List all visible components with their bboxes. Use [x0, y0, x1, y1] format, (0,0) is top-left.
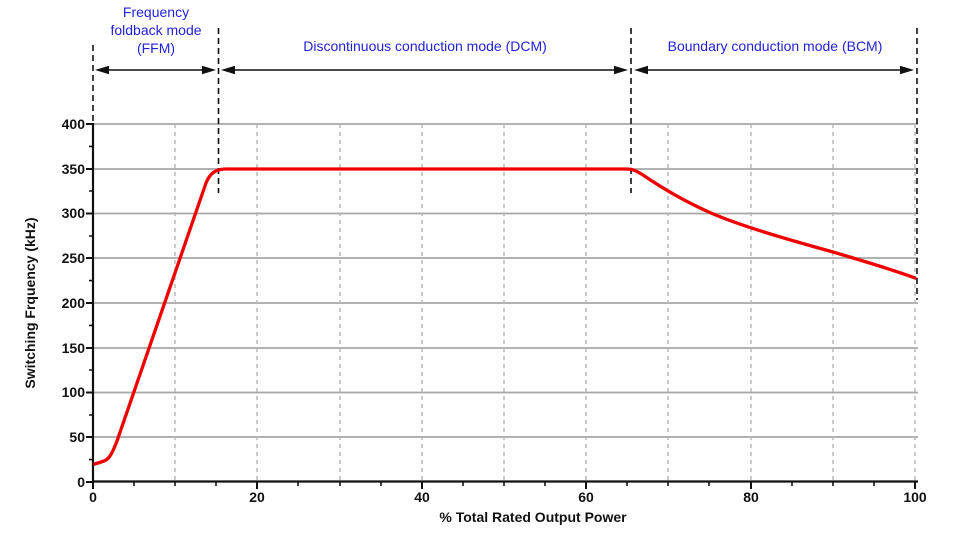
x-minor-ticks: [133, 482, 875, 486]
dcm-region-arrow: [221, 65, 628, 75]
y-major-ticks: [86, 123, 93, 483]
x-tick-80: 80: [743, 489, 759, 505]
x-axis-title: % Total Rated Output Power: [439, 509, 627, 525]
x-major-ticks: [92, 482, 916, 489]
x-tick-0: 0: [89, 489, 97, 505]
ffm-region-label-line2: foldback mode: [110, 22, 202, 38]
bcm-region-arrow: [634, 65, 914, 75]
y-axis-title: Switching Frquency (kHz): [22, 217, 38, 389]
y-tick-300: 300: [61, 205, 85, 221]
ffm-region-label-line1: Frequency: [122, 4, 190, 20]
y-minor-ticks: [89, 145, 93, 461]
x-tick-20: 20: [249, 489, 265, 505]
y-tick-250: 250: [61, 250, 85, 266]
y-tick-50: 50: [69, 429, 85, 445]
switching-frequency-curve: [93, 167, 917, 466]
x-tick-100: 100: [903, 489, 927, 505]
x-tick-60: 60: [578, 489, 594, 505]
y-tick-100: 100: [61, 384, 85, 400]
y-tick-400: 400: [61, 116, 85, 132]
y-tick-150: 150: [61, 340, 85, 356]
y-tick-200: 200: [61, 295, 85, 311]
bcm-region-label: Boundary conduction mode (BCM): [667, 38, 883, 54]
ffm-region-label-line3: (FFM): [136, 40, 176, 56]
ffm-region-label: Frequency foldback mode (FFM): [66, 3, 246, 57]
y-tick-0: 0: [77, 474, 85, 490]
dcm-region-label: Discontinuous conduction mode (DCM): [303, 38, 547, 54]
y-tick-350: 350: [61, 161, 85, 177]
vertical-gridlines: [174, 124, 916, 482]
ffm-region-arrow: [95, 65, 216, 75]
mode-boundary-guide-lines: [92, 28, 918, 300]
x-tick-40: 40: [414, 489, 430, 505]
